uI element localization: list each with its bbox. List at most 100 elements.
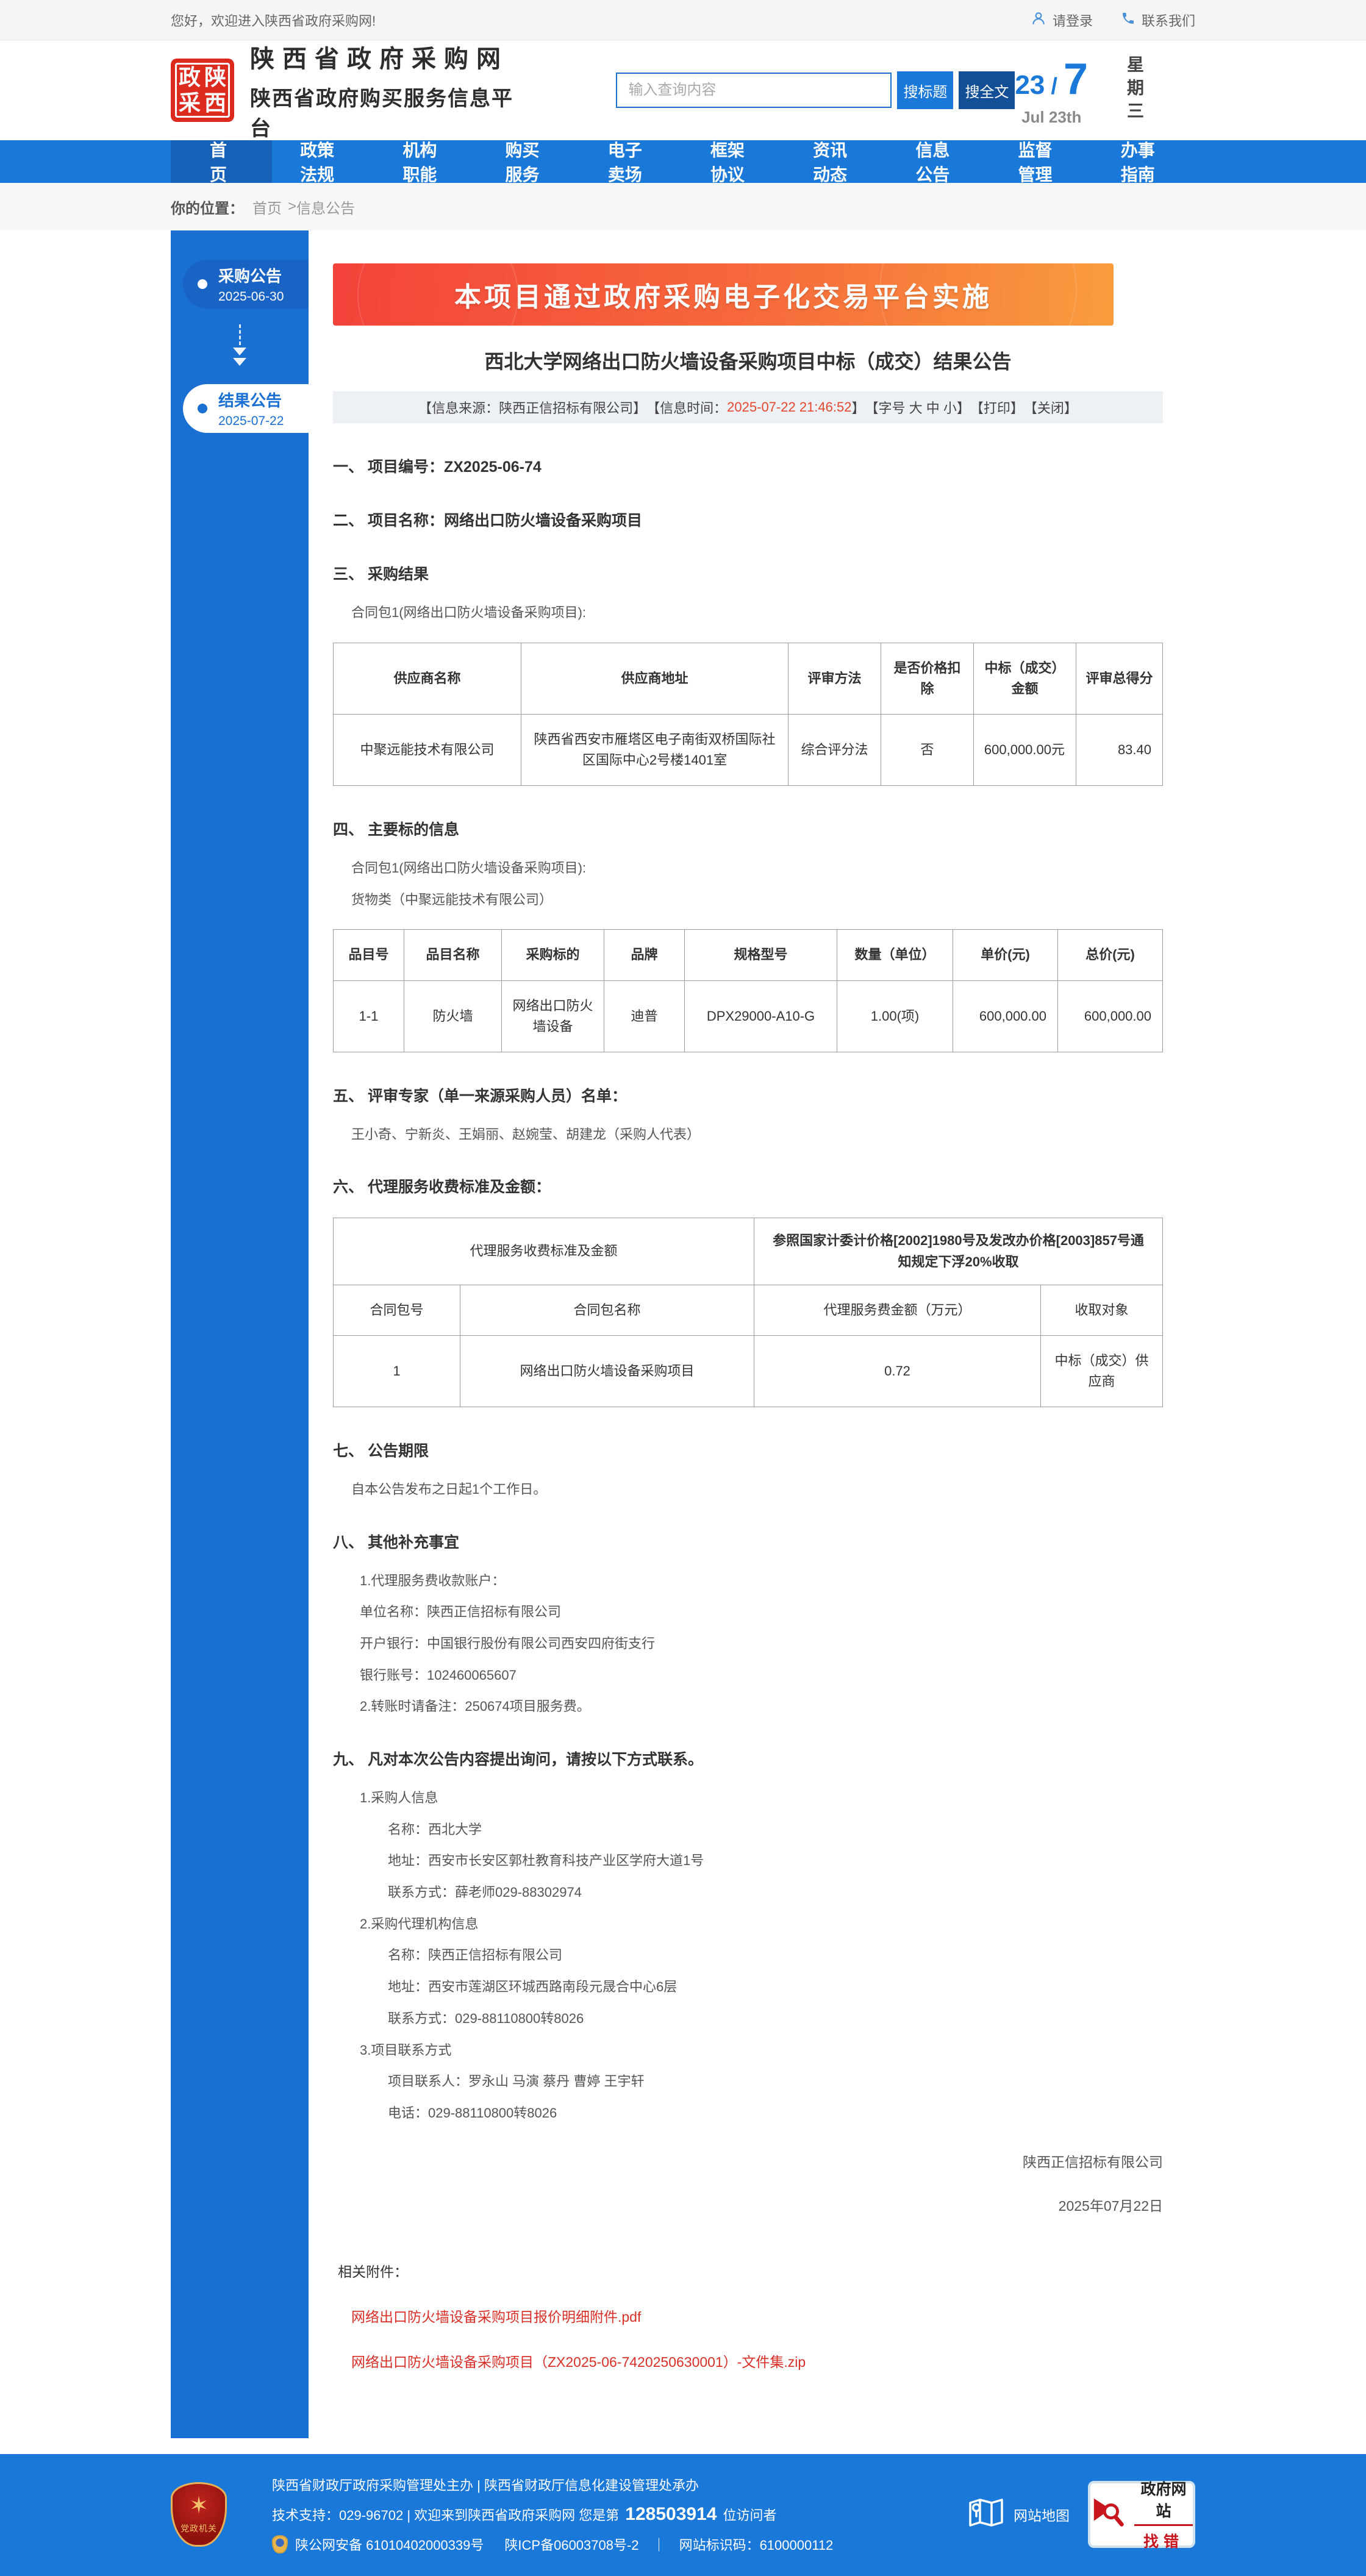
sidebar-item-date: 2025-06-30 — [218, 290, 284, 304]
nav-item-functions[interactable]: 机构职能 — [402, 141, 437, 184]
contact-link[interactable]: 联系我们 — [1121, 10, 1195, 30]
result-table: 供应商名称 供应商地址 评审方法 是否价格扣除 中标（成交）金额 评审总得分 中… — [333, 642, 1163, 787]
font-size-control[interactable]: 【字号 大 中 小】 — [865, 401, 970, 416]
section-3-body: 合同包1(网络出口防火墙设备采购项目): — [351, 605, 587, 620]
breadcrumb-prefix: 你的位置： — [171, 200, 244, 217]
col-header: 品目号 — [333, 929, 404, 981]
sidebar-item-result-notice[interactable]: 结果公告 2025-07-22 — [183, 384, 309, 433]
nav-item-guide[interactable]: 办事指南 — [1120, 141, 1155, 184]
col-header: 合同包名称 — [459, 1284, 755, 1336]
breadcrumb-separator: > — [288, 198, 297, 215]
fee-standard-text: 参照国家计委计价格[2002]1980号及发改办价格[2003]857号通知规定… — [754, 1218, 1164, 1285]
welcome-text: 您好，欢迎进入陕西省政府采购网! — [171, 13, 376, 29]
col-header: 单价(元) — [953, 929, 1058, 981]
agency-fee-table: 代理服务收费标准及金额 参照国家计委计价格[2002]1980号及发改办价格[2… — [332, 1218, 1164, 1407]
map-icon — [968, 2497, 1004, 2531]
nav-item-framework[interactable]: 框架协议 — [710, 141, 745, 184]
badge-bottom-label: 找错 — [1143, 2533, 1184, 2550]
error-report-badge[interactable]: 政府网站 找错 — [1088, 2480, 1195, 2550]
table-header-row: 品目号 品目名称 采购标的 品牌 规格型号 数量（单位） 单价(元) 总价(元) — [333, 929, 1163, 981]
fee-payer: 中标（成交）供应商 — [1040, 1335, 1164, 1407]
site-header: 政 陕 采 西 陕西省政府采购网 陕西省政府购买服务信息平台 搜标题 搜全文 2… — [0, 40, 1366, 140]
meta-source: 【信息来源：陕西正信招标有限公司】 — [418, 401, 647, 416]
nav-item-home[interactable]: 首页 — [171, 140, 273, 184]
award-amount: 600,000.00元 — [973, 713, 1076, 787]
beian-number: 陕公网安备 61010402000339号 — [295, 2537, 484, 2553]
search-input[interactable] — [616, 73, 892, 108]
weekday-label: 星期三 — [1125, 55, 1144, 125]
user-icon — [1031, 10, 1046, 30]
meta-time: 2025-07-22 21:46:52 — [727, 399, 852, 415]
col-header: 总价(元) — [1057, 929, 1163, 981]
transfer-note: 2.转账时请备注：250674项目服务费。 — [360, 1699, 590, 1714]
login-link[interactable]: 请登录 — [1031, 10, 1093, 30]
meta-time-suffix: 】 — [851, 401, 865, 416]
signature-block: 陕西正信招标有限公司 2025年07月22日 — [333, 2150, 1163, 2215]
supplier-address: 陕西省西安市雁塔区电子南街双桥国际社区国际中心2号楼1401室 — [521, 713, 788, 787]
nav-item-emall[interactable]: 电子卖场 — [607, 141, 642, 184]
sidebar-item-label: 采购公告 — [218, 267, 282, 285]
sidebar-item-label: 结果公告 — [218, 391, 282, 410]
col-header: 代理服务费金额（万元） — [754, 1284, 1042, 1336]
breadcrumb: 你的位置： 首页 > 信息公告 — [171, 183, 1195, 230]
agency-name: 名称：陕西正信招标有限公司 — [388, 1947, 563, 1963]
contact-label: 联系我们 — [1141, 13, 1195, 29]
section-1-title: 一、 项目编号：ZX2025-06-74 — [333, 458, 542, 476]
timeline-sidebar: 采购公告 2025-06-30 结果公告 2025-07-22 — [171, 230, 309, 2438]
col-header: 品目名称 — [404, 929, 502, 981]
breadcrumb-home[interactable]: 首页 — [252, 200, 282, 217]
timeline-dot — [198, 404, 207, 413]
nav-item-news[interactable]: 资讯动态 — [813, 141, 848, 184]
sitemap-link[interactable]: 网站地图 — [968, 2497, 1070, 2531]
nav-item-announcements[interactable]: 信息公告 — [915, 141, 950, 184]
timeline-dot — [198, 279, 207, 289]
footer-support-line: 技术支持：029-96702 | 欢迎来到陕西省政府采购网 您是第 128503… — [272, 2503, 777, 2524]
attachment-link-pdf[interactable]: 网络出口防火墙设备采购项目报价明细附件.pdf — [351, 2308, 642, 2325]
nav-item-policies[interactable]: 政策法规 — [300, 141, 335, 184]
date-block: 23 / 7 Jul 23th 星期三 — [1015, 54, 1195, 127]
sitemap-label: 网站地图 — [1014, 2507, 1070, 2524]
col-header: 采购标的 — [501, 929, 604, 981]
quantity: 1.00(项) — [837, 980, 953, 1052]
date-english: Jul 23th — [1021, 107, 1082, 126]
unit-price: 600,000.00 — [953, 980, 1058, 1052]
search-box: 搜标题 搜全文 — [616, 71, 1015, 109]
agency-contact: 联系方式：029-88110800转8026 — [388, 2010, 584, 2026]
close-button[interactable]: 【关闭】 — [1023, 401, 1078, 416]
project-contacts: 项目联系人：罗永山 马演 蔡丹 曹婷 王宇轩 — [388, 2074, 645, 2089]
search-title-button[interactable]: 搜标题 — [897, 71, 954, 109]
breadcrumb-strip: 你的位置： 首页 > 信息公告 — [0, 183, 1366, 230]
items-table: 品目号 品目名称 采购标的 品牌 规格型号 数量（单位） 单价(元) 总价(元)… — [333, 929, 1163, 1052]
col-header: 供应商名称 — [333, 642, 521, 715]
main-nav: 首页 政策法规 机构职能 购买服务 电子卖场 框架协议 资讯动态 信息公告 监督… — [0, 140, 1366, 184]
review-score: 83.40 — [1076, 713, 1163, 787]
purchaser-contact: 联系方式：薛老师029-88302974 — [388, 1885, 582, 1900]
supplier-name: 中聚远能技术有限公司 — [333, 713, 521, 787]
badge-top-label: 政府网站 — [1134, 2477, 1193, 2526]
section-3-title: 三、 采购结果 — [333, 566, 429, 583]
logo-char: 西 — [204, 90, 226, 115]
search-fulltext-button[interactable]: 搜全文 — [959, 71, 1015, 109]
table-header-row: 供应商名称 供应商地址 评审方法 是否价格扣除 中标（成交）金额 评审总得分 — [333, 642, 1163, 715]
sidebar-item-procurement-notice[interactable]: 采购公告 2025-06-30 — [183, 260, 309, 309]
package-no: 1 — [333, 1335, 460, 1407]
site-title: 陕西省政府采购网 — [250, 46, 509, 73]
section-4-line2: 货物类（中聚远能技术有限公司） — [351, 891, 553, 907]
footer-organizer-line: 陕西省财政厅政府采购管理处主办 | 陕西省财政厅信息化建设管理处承办 — [272, 2477, 699, 2493]
attachment-link-zip[interactable]: 网络出口防火墙设备采购项目（ZX2025-06-7420250630001）-文… — [351, 2353, 806, 2370]
print-button[interactable]: 【打印】 — [970, 401, 1024, 416]
payee-bank: 开户银行：中国银行股份有限公司西安四府街支行 — [360, 1635, 656, 1651]
login-label: 请登录 — [1052, 13, 1093, 29]
timeline-arrow-icon — [171, 324, 309, 366]
nav-item-supervision[interactable]: 监督管理 — [1018, 141, 1053, 184]
bank-account: 银行账号：102460065607 — [360, 1667, 517, 1683]
nav-item-purchase-service[interactable]: 购买服务 — [505, 141, 540, 184]
col-header: 评审方法 — [788, 642, 881, 715]
page-title: 西北大学网络出口防火墙设备采购项目中标（成交）结果公告 — [484, 351, 1012, 373]
package-name: 网络出口防火墙设备采购项目 — [459, 1335, 755, 1407]
item-name: 防火墙 — [404, 980, 502, 1052]
table-row: 中聚远能技术有限公司 陕西省西安市雁塔区电子南街双桥国际社区国际中心2号楼140… — [333, 713, 1163, 787]
total-price: 600,000.00 — [1057, 980, 1163, 1052]
procurement-target: 网络出口防火墙设备 — [501, 980, 604, 1052]
article-main: 本项目通过政府采购电子化交易平台实施 西北大学网络出口防火墙设备采购项目中标（成… — [309, 230, 1196, 2438]
